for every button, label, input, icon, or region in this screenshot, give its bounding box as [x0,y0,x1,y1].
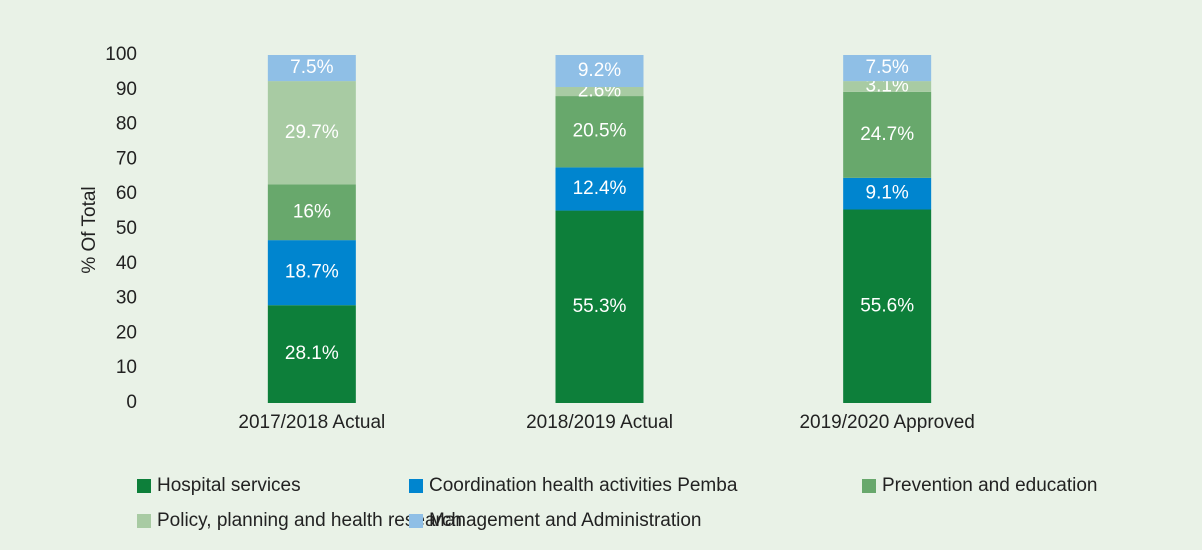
legend-label: Hospital services [157,475,301,496]
legend-swatch [862,479,876,493]
bar-segment [267,81,356,185]
bar-segment [843,55,932,82]
value-label: 9.1% [866,183,909,204]
bar-segment [555,167,644,211]
y-tick-label: 90 [116,79,137,100]
y-tick-label: 10 [116,357,137,378]
bar-segment [843,81,932,92]
legend-swatch [137,479,151,493]
y-tick-label: 30 [116,288,137,309]
y-axis-label: % Of Total [79,186,100,273]
value-label: 7.5% [290,57,333,78]
y-tick-label: 70 [116,148,137,169]
y-tick-label: 40 [116,253,137,274]
value-label: 18.7% [285,262,339,283]
bar-segment [555,96,644,168]
bar-segment [267,55,356,82]
legend-swatch [137,514,151,528]
value-label: 20.5% [573,121,627,142]
x-tick-label: 2019/2020 Approved [799,412,974,433]
value-label: 12.4% [573,178,627,199]
y-tick-label: 60 [116,183,137,204]
y-tick-label: 20 [116,322,137,343]
bar-segment [843,209,932,403]
bar-segment [555,55,644,88]
x-tick-label: 2017/2018 Actual [238,412,385,433]
bar-segment [555,87,644,97]
y-tick-label: 50 [116,218,137,239]
bar-segment [843,91,932,178]
value-label: 29.7% [285,122,339,143]
value-label: 24.7% [860,124,914,145]
value-label: 9.2% [578,60,621,81]
value-label: 28.1% [285,343,339,364]
bar-segment [267,184,356,241]
value-label: 55.6% [860,295,914,316]
legend-label: Management and Administration [429,510,702,531]
legend-label: Coordination health activities Pemba [429,475,738,496]
y-tick-label: 80 [116,114,137,135]
x-tick-label: 2018/2019 Actual [526,412,673,433]
legend-label: Policy, planning and health research [157,510,462,531]
bar-segment [843,177,932,210]
value-label: 7.5% [866,57,909,78]
value-label: 16% [293,201,331,222]
bar-segment [267,240,356,306]
legend-swatch [409,514,423,528]
value-label: 55.3% [573,296,627,317]
legend-label: Prevention and education [882,475,1098,496]
bar-segment [267,305,356,403]
bar-segment [555,210,644,403]
y-tick-label: 0 [126,392,137,413]
legend-swatch [409,479,423,493]
y-tick-label: 100 [105,44,137,65]
